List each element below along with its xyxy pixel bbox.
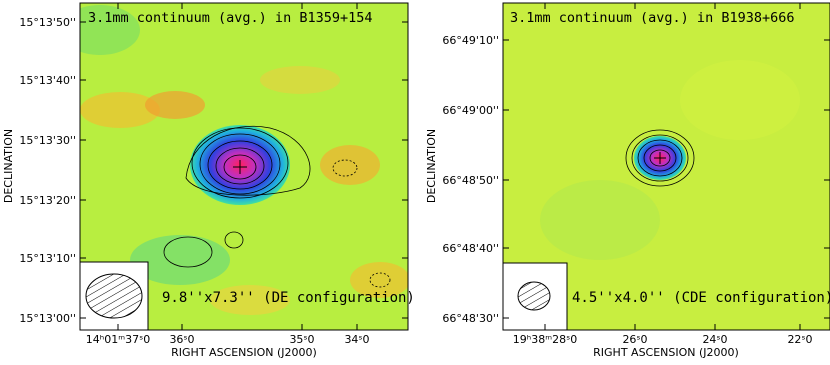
y-tick-label: 66°49'10'' <box>442 34 499 47</box>
x-axis-label: RIGHT ASCENSION (J2000) <box>171 346 317 359</box>
x-tick-label: 22ˢ0 <box>787 333 812 346</box>
y-axis-label: DECLINATION <box>425 129 438 203</box>
map-right <box>503 3 830 330</box>
panel-title: 3.1mm continuum (avg.) in B1938+666 <box>510 10 794 26</box>
y-tick-label: 15°13'30'' <box>19 134 76 147</box>
y-tick-label: 15°13'50'' <box>19 16 76 29</box>
map-left <box>80 3 408 330</box>
x-tick-label: 26ˢ0 <box>622 333 647 346</box>
x-axis-label: RIGHT ASCENSION (J2000) <box>593 346 739 359</box>
x-tick-label: 36ˢ0 <box>169 333 194 346</box>
y-axis-label: DECLINATION <box>2 129 15 203</box>
y-tick-label: 66°48'50'' <box>442 174 499 187</box>
y-tick-label: 66°48'40'' <box>442 242 499 255</box>
y-tick-label: 15°13'10'' <box>19 252 76 265</box>
x-tick-label: 24ˢ0 <box>702 333 727 346</box>
x-tick-label: 34ˢ0 <box>344 333 369 346</box>
x-tick-label: 35ˢ0 <box>289 333 314 346</box>
x-tick-label: 14ʰ01ᵐ37ˢ0 <box>86 333 150 346</box>
y-tick-label: 66°49'00'' <box>442 104 499 117</box>
y-tick-label: 66°48'30'' <box>442 312 499 325</box>
y-tick-label: 15°13'00'' <box>19 312 76 325</box>
frame <box>79 2 409 331</box>
panel-title: 3.1mm continuum (avg.) in B1359+154 <box>88 10 372 26</box>
beam-label: 9.8''x7.3'' (DE configuration) <box>162 290 415 306</box>
x-tick-label: 19ʰ38ᵐ28ˢ0 <box>513 333 577 346</box>
y-tick-label: 15°13'20'' <box>19 194 76 207</box>
beam-label: 4.5''x4.0'' (CDE configuration) <box>572 290 830 306</box>
frame <box>502 2 830 331</box>
y-tick-label: 15°13'40'' <box>19 74 76 87</box>
